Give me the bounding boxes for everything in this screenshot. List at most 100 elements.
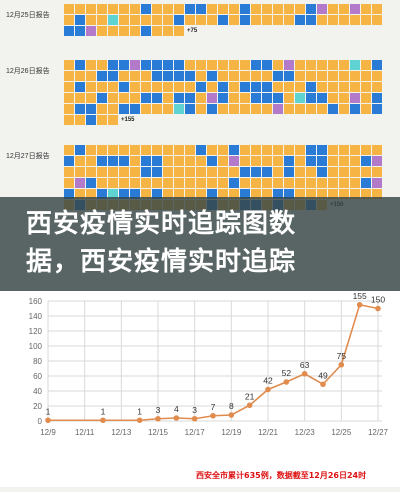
case-cell [174,167,184,177]
case-cell [174,93,184,103]
case-cell [97,104,107,114]
case-cell [251,104,261,114]
case-cell [372,189,382,199]
case-cell [317,167,327,177]
case-cell [163,26,173,36]
data-point [320,381,326,388]
y-tick-label: 20 [33,402,42,411]
case-cell [361,104,371,114]
y-tick-label: 60 [33,372,42,381]
case-cell [361,167,371,177]
data-point [375,305,381,312]
case-cell [185,4,195,14]
case-cell [350,82,360,92]
case-cell [130,104,140,114]
case-cell [218,156,228,166]
case-cell [64,156,74,166]
case-cell [361,93,371,103]
case-cell [328,178,338,188]
case-cell [306,178,316,188]
case-cell [207,189,217,199]
case-cell [97,156,107,166]
case-cell [240,178,250,188]
case-cell [163,167,173,177]
case-cell [130,82,140,92]
case-cell [141,60,151,70]
case-cell [251,145,261,155]
case-cell [284,93,294,103]
case-cell [196,145,206,155]
case-cell [350,156,360,166]
case-cell [273,4,283,14]
case-cell [295,167,305,177]
case-cell [185,156,195,166]
case-cell [251,60,261,70]
case-cell [372,71,382,81]
case-cell [229,167,239,177]
case-cell [163,156,173,166]
case-cell [163,145,173,155]
case-cell [295,145,305,155]
case-cell [185,104,195,114]
case-cell [86,167,96,177]
case-cell [306,15,316,25]
case-cell [64,178,74,188]
case-cell [119,156,129,166]
case-cell [350,145,360,155]
case-cell [306,156,316,166]
case-cell [141,71,151,81]
case-cell [240,189,250,199]
case-cell [240,82,250,92]
case-cell [119,82,129,92]
case-cell [75,178,85,188]
case-cell [350,104,360,114]
case-cell [163,71,173,81]
case-cell [64,71,74,81]
case-cell [152,4,162,14]
case-cell [86,26,96,36]
case-cell [64,4,74,14]
data-label: 4 [174,404,179,414]
case-cell [372,82,382,92]
case-cell [339,145,349,155]
case-cell [295,4,305,14]
case-cell [207,60,217,70]
case-cell [64,115,74,125]
case-cell [317,93,327,103]
case-cell [240,4,250,14]
case-cell [273,145,283,155]
case-cell [174,60,184,70]
case-cell [262,71,272,81]
case-cell [372,167,382,177]
case-cell [229,60,239,70]
case-cell [108,145,118,155]
case-cell [295,93,305,103]
case-cell [328,189,338,199]
case-cell [152,71,162,81]
x-tick-label: 12/17 [185,428,206,437]
case-cell [295,178,305,188]
case-cell [108,104,118,114]
case-cell [141,145,151,155]
case-cell [229,82,239,92]
case-cell [75,156,85,166]
data-point [283,379,290,385]
case-cell [317,104,327,114]
case-cell [108,60,118,70]
case-cell [152,156,162,166]
grid-increment-label: +155 [121,117,135,123]
case-cell [328,93,338,103]
case-cell [262,60,272,70]
case-cell [229,71,239,81]
case-cell [64,145,74,155]
case-cell [97,60,107,70]
case-cell [130,60,140,70]
case-cell [152,82,162,92]
case-cell [119,93,129,103]
case-cell [306,145,316,155]
case-cell [262,178,272,188]
case-cell [262,167,272,177]
case-cell [130,15,140,25]
x-tick-label: 12/27 [368,428,389,437]
case-cell [218,189,228,199]
